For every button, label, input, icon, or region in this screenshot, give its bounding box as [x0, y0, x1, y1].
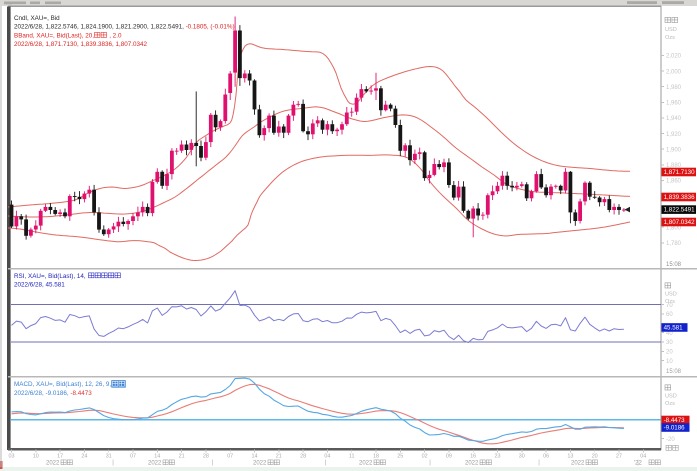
svg-text:70: 70	[666, 303, 673, 309]
svg-text:21: 21	[179, 453, 185, 459]
svg-text:30: 30	[519, 453, 525, 459]
svg-text:18: 18	[373, 453, 379, 459]
svg-text:2022/6/28, 1,822.5746, 1,824.1: 2022/6/28, 1,822.5746, 1,824.1900, 1,821…	[14, 24, 235, 31]
svg-text:USD: USD	[665, 292, 677, 298]
svg-text:16: 16	[470, 453, 476, 459]
svg-text:|: |	[637, 460, 639, 466]
svg-text:2022/6/28, 45.581: 2022/6/28, 45.581	[14, 282, 65, 289]
svg-text:2022: 2022	[359, 461, 373, 467]
svg-text:1,940: 1,940	[666, 116, 682, 122]
svg-text:-8.4473: -8.4473	[664, 417, 686, 424]
svg-text:27: 27	[616, 453, 622, 459]
svg-text:31: 31	[106, 453, 112, 459]
svg-text:2022: 2022	[148, 461, 162, 467]
svg-text:07: 07	[227, 453, 233, 459]
svg-text:24: 24	[81, 453, 87, 459]
svg-text:2,020: 2,020	[666, 54, 682, 60]
svg-text:1,800: 1,800	[666, 225, 682, 231]
svg-text:Cndl, XAU=, Bid: Cndl, XAU=, Bid	[14, 15, 60, 22]
svg-text:1,880: 1,880	[666, 163, 682, 169]
svg-text:06: 06	[543, 453, 549, 459]
svg-text:13: 13	[567, 453, 573, 459]
svg-text:15:08: 15:08	[666, 369, 682, 375]
svg-text:25: 25	[397, 453, 403, 459]
svg-text:'22: '22	[634, 461, 642, 467]
svg-text:Ozs: Ozs	[665, 299, 675, 305]
svg-text:|: |	[325, 460, 327, 466]
svg-text:03: 03	[9, 453, 15, 459]
svg-text:2022/6/28, -9.0186, -8.4473: 2022/6/28, -9.0186, -8.4473	[14, 390, 92, 397]
svg-text:04: 04	[640, 453, 646, 459]
svg-text:1,860: 1,860	[666, 179, 682, 185]
svg-text:1,807.0342: 1,807.0342	[664, 219, 696, 226]
svg-text:40: 40	[666, 331, 673, 337]
svg-text:1,839.3836: 1,839.3836	[664, 194, 696, 201]
svg-text:1,822.5491: 1,822.5491	[664, 207, 696, 214]
svg-text:20: 20	[592, 453, 598, 459]
svg-text:1,871.7130: 1,871.7130	[664, 169, 696, 176]
svg-text:10: 10	[33, 453, 39, 459]
svg-text:2,000: 2,000	[666, 69, 682, 75]
svg-text:USD: USD	[665, 394, 677, 400]
svg-text:USD: USD	[665, 27, 677, 33]
svg-text:2022: 2022	[46, 461, 60, 467]
svg-text:Ozs: Ozs	[665, 401, 675, 407]
svg-text:Ozs: Ozs	[665, 35, 675, 41]
svg-text:28: 28	[300, 453, 306, 459]
svg-text:09: 09	[446, 453, 452, 459]
svg-text:1,960: 1,960	[666, 101, 682, 107]
svg-text:2022: 2022	[253, 461, 267, 467]
svg-text:21: 21	[276, 453, 282, 459]
svg-text:|: |	[538, 460, 540, 466]
svg-text:1,920: 1,920	[666, 132, 682, 138]
svg-text:02: 02	[422, 453, 428, 459]
svg-text:04: 04	[324, 453, 330, 459]
svg-text:11: 11	[349, 453, 355, 459]
svg-text:|: |	[212, 460, 214, 466]
svg-text:-20: -20	[666, 437, 675, 443]
svg-text:1,780: 1,780	[666, 241, 682, 247]
svg-text:BBand, XAU=, Bid(Last), 20,: BBand, XAU=, Bid(Last), 20,	[14, 32, 94, 39]
svg-text:|: |	[429, 460, 431, 466]
svg-text:60: 60	[666, 312, 673, 318]
svg-text:20: 20	[666, 350, 673, 356]
svg-text:14: 14	[154, 453, 160, 459]
svg-text:10: 10	[666, 359, 673, 365]
svg-text:1,900: 1,900	[666, 147, 682, 153]
svg-text:28: 28	[203, 453, 209, 459]
svg-text:2022/6/28, 1,871.7130, 1,839.3: 2022/6/28, 1,871.7130, 1,839.3836, 1,807…	[14, 41, 148, 48]
svg-text:2022: 2022	[465, 461, 479, 467]
svg-text:45.581: 45.581	[664, 325, 683, 332]
svg-text:15:08: 15:08	[666, 262, 682, 268]
svg-text:|: |	[112, 460, 114, 466]
svg-text:23: 23	[495, 453, 501, 459]
svg-text:RSI, XAU=, Bid(Last), 14,: RSI, XAU=, Bid(Last), 14,	[14, 273, 86, 280]
svg-text:30: 30	[666, 340, 673, 346]
svg-text:-9.0186: -9.0186	[664, 425, 686, 432]
svg-text:, 2.0: , 2.0	[109, 32, 122, 39]
svg-text:17: 17	[57, 453, 63, 459]
svg-text:14: 14	[252, 453, 258, 459]
svg-text:07: 07	[130, 453, 136, 459]
svg-text:1,980: 1,980	[666, 85, 682, 91]
svg-text:MACD, XAU=, Bid(Last), 12, 26,: MACD, XAU=, Bid(Last), 12, 26, 9,	[14, 381, 111, 388]
svg-text:2022: 2022	[571, 461, 585, 467]
